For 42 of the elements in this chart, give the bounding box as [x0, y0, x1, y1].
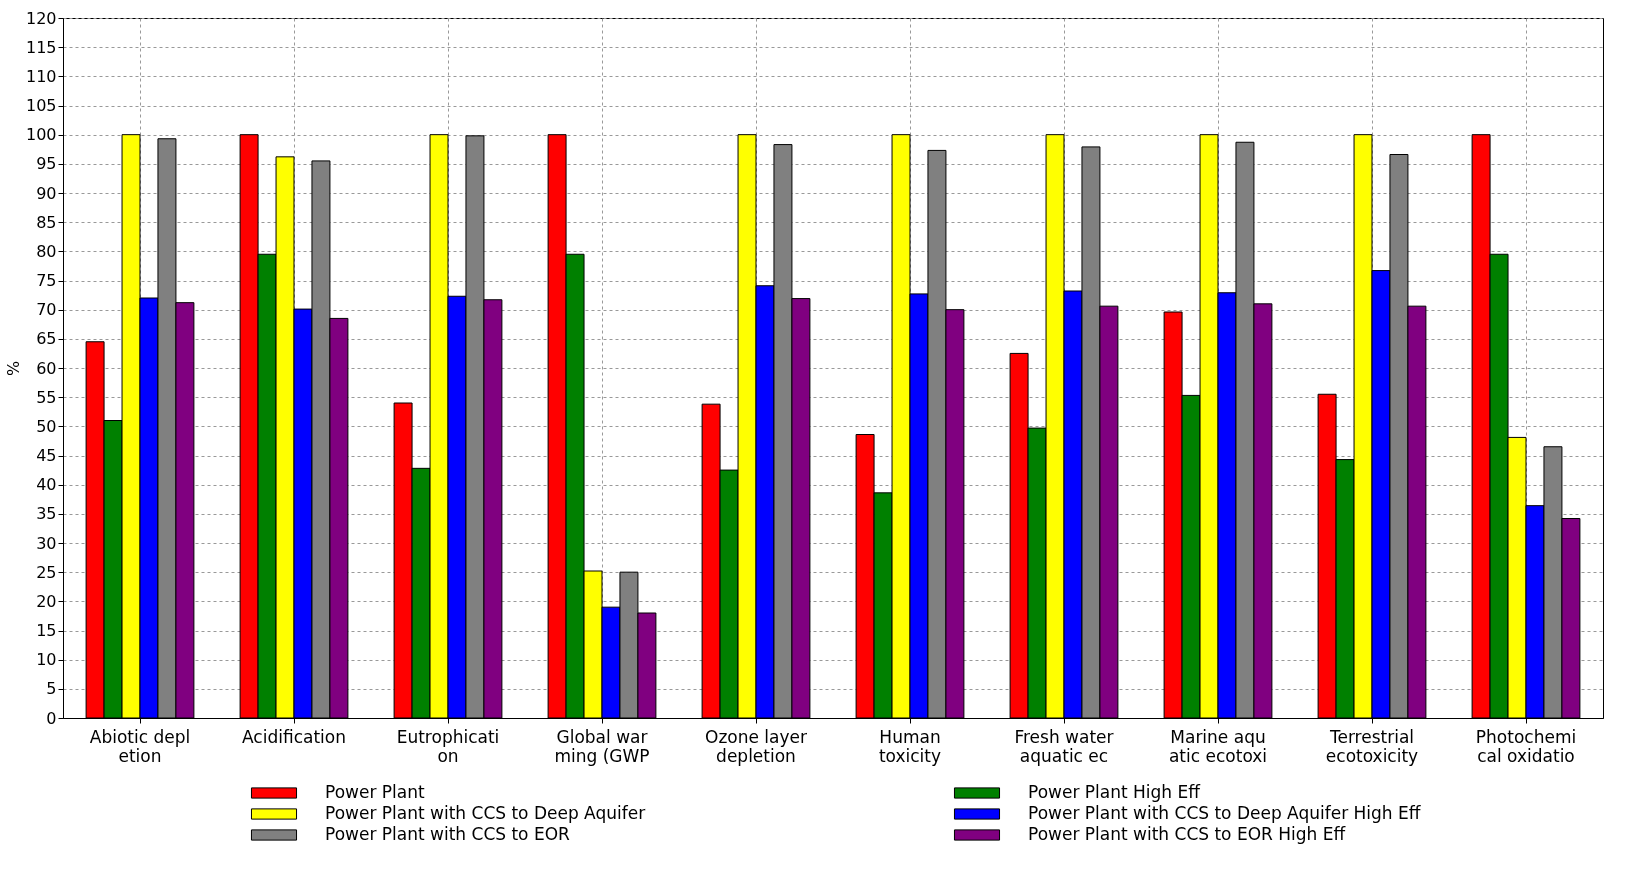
y-tick-label: 65: [36, 329, 57, 349]
x-tick-label: Photochemi cal oxidatio: [1475, 726, 1577, 766]
y-tick-label: 90: [36, 183, 57, 203]
legend-label: Power Plant: [325, 782, 425, 802]
y-tick-label: 95: [36, 154, 57, 174]
x-tick-label: Human toxicity: [878, 726, 942, 766]
x-tick-label: Fresh water aquatic ec: [1014, 726, 1114, 766]
y-tick-label: 0: [46, 708, 57, 728]
y-tick-label: 70: [36, 300, 57, 320]
x-tick-label: Marine aqu atic ecotoxi: [1168, 726, 1268, 766]
x-tick-label: Eutrophicati on: [396, 726, 500, 766]
y-tick-label: 20: [36, 591, 57, 611]
y-tick-label: 100: [25, 125, 57, 145]
x-tick-label: Ozone layer depletion: [705, 726, 807, 766]
y-tick-label: 120: [25, 8, 57, 28]
y-tick-label: 115: [25, 37, 57, 57]
y-axis-title: %: [3, 360, 23, 377]
y-tick-label: 35: [36, 504, 57, 524]
y-tick-label: 110: [25, 66, 57, 86]
y-tick-label: 55: [36, 387, 57, 407]
y-tick-label: 50: [36, 416, 57, 436]
y-tick-label: 10: [36, 650, 57, 670]
y-tick-label: 60: [36, 358, 57, 378]
y-tick-label: 30: [36, 533, 57, 553]
legend-label: Power Plant with CCS to EOR: [325, 824, 571, 844]
y-tick-label: 105: [25, 96, 57, 115]
legend-label: Power Plant High Eff: [1028, 782, 1202, 802]
y-tick-label: 75: [36, 271, 57, 290]
x-tick-label: Abiotic depl etion: [89, 726, 191, 766]
y-tick-label: 45: [36, 446, 57, 465]
y-tick-label: 40: [36, 475, 57, 495]
legend-label: Power Plant with CCS to Deep Aquifer: [325, 803, 646, 823]
x-tick-label: Global war ming (GWP: [554, 726, 650, 766]
x-tick-label: Acidification: [242, 726, 346, 747]
legend-label: Power Plant with CCS to EOR High Eff: [1028, 824, 1347, 844]
y-tick-label: 5: [46, 679, 57, 699]
y-tick-label: 25: [36, 562, 57, 582]
y-tick-label: 80: [36, 241, 57, 261]
x-tick-label: Terrestrial ecotoxicity: [1325, 726, 1419, 766]
y-tick-label: 15: [36, 621, 57, 640]
legend-label: Power Plant with CCS to Deep Aquifer High Eff: [1028, 803, 1422, 823]
y-tick-label: 85: [36, 212, 57, 232]
